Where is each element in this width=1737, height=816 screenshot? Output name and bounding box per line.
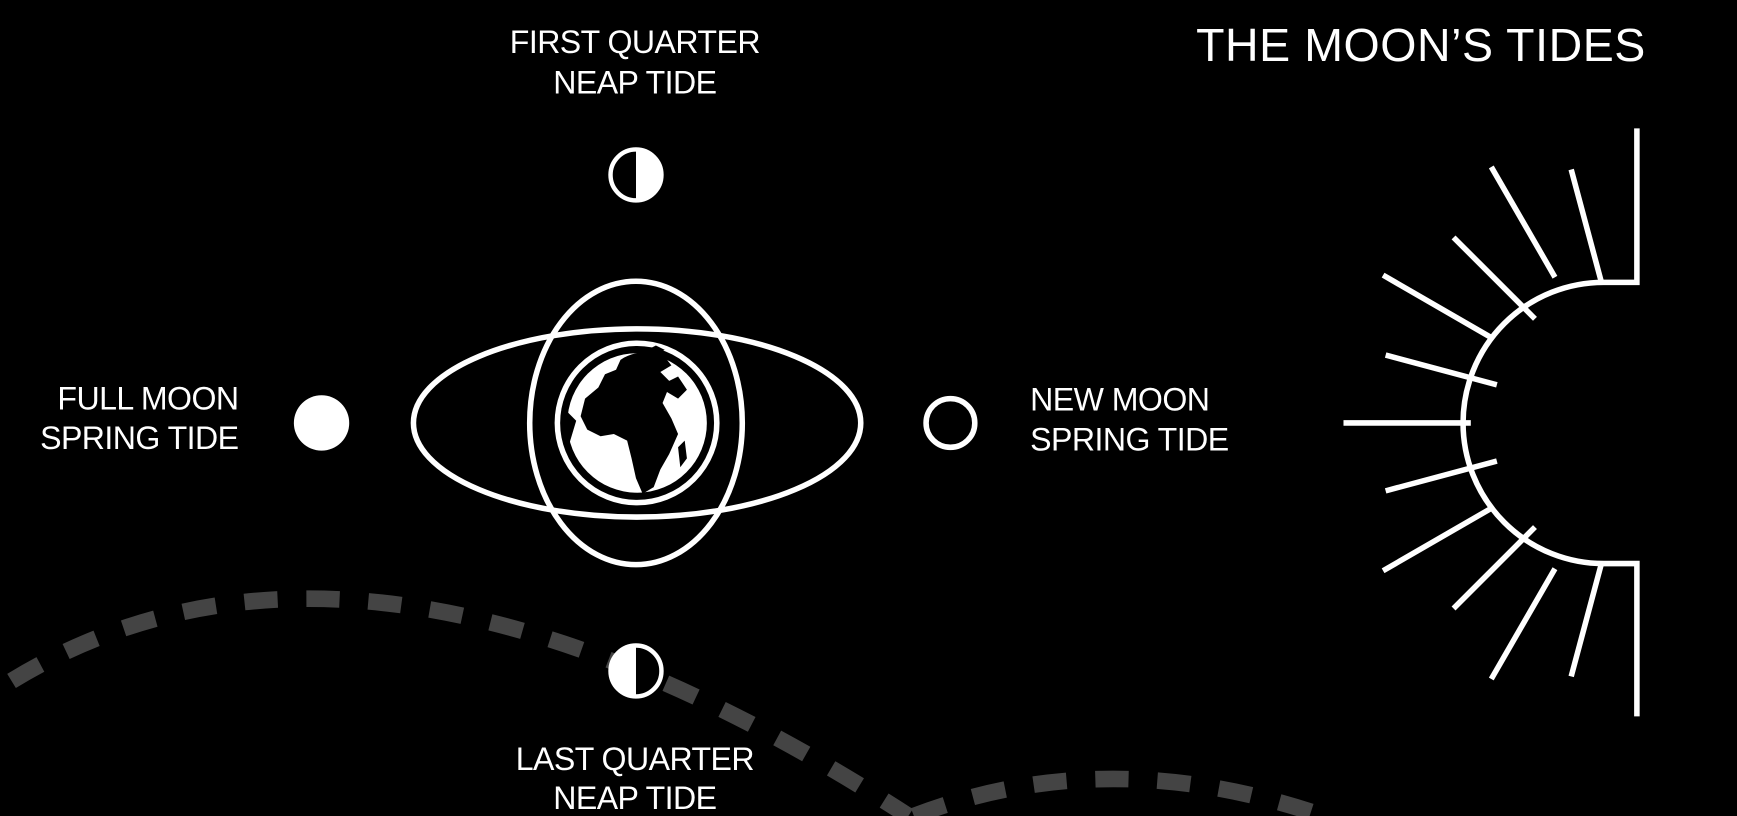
tide-label: SPRING TIDE [40, 420, 239, 456]
tide-label: SPRING TIDE [1030, 421, 1229, 457]
phase-label: LAST QUARTER [516, 741, 754, 777]
tide-label: NEAP TIDE [553, 780, 716, 816]
background [0, 0, 1736, 816]
diagram: THE MOON’S TIDES FIRST QUARTER NEAP TIDE… [0, 0, 1737, 816]
phase-label: NEW MOON [1030, 381, 1209, 417]
full-moon [294, 395, 349, 450]
phase-label: FIRST QUARTER [510, 24, 760, 60]
new-moon [926, 399, 975, 448]
tide-label: NEAP TIDE [553, 65, 716, 101]
phase-label: FULL MOON [57, 380, 238, 416]
title: THE MOON’S TIDES [1196, 19, 1646, 71]
page: {"title": "THE MOON\u2019S TIDES", "phas… [0, 0, 1737, 816]
